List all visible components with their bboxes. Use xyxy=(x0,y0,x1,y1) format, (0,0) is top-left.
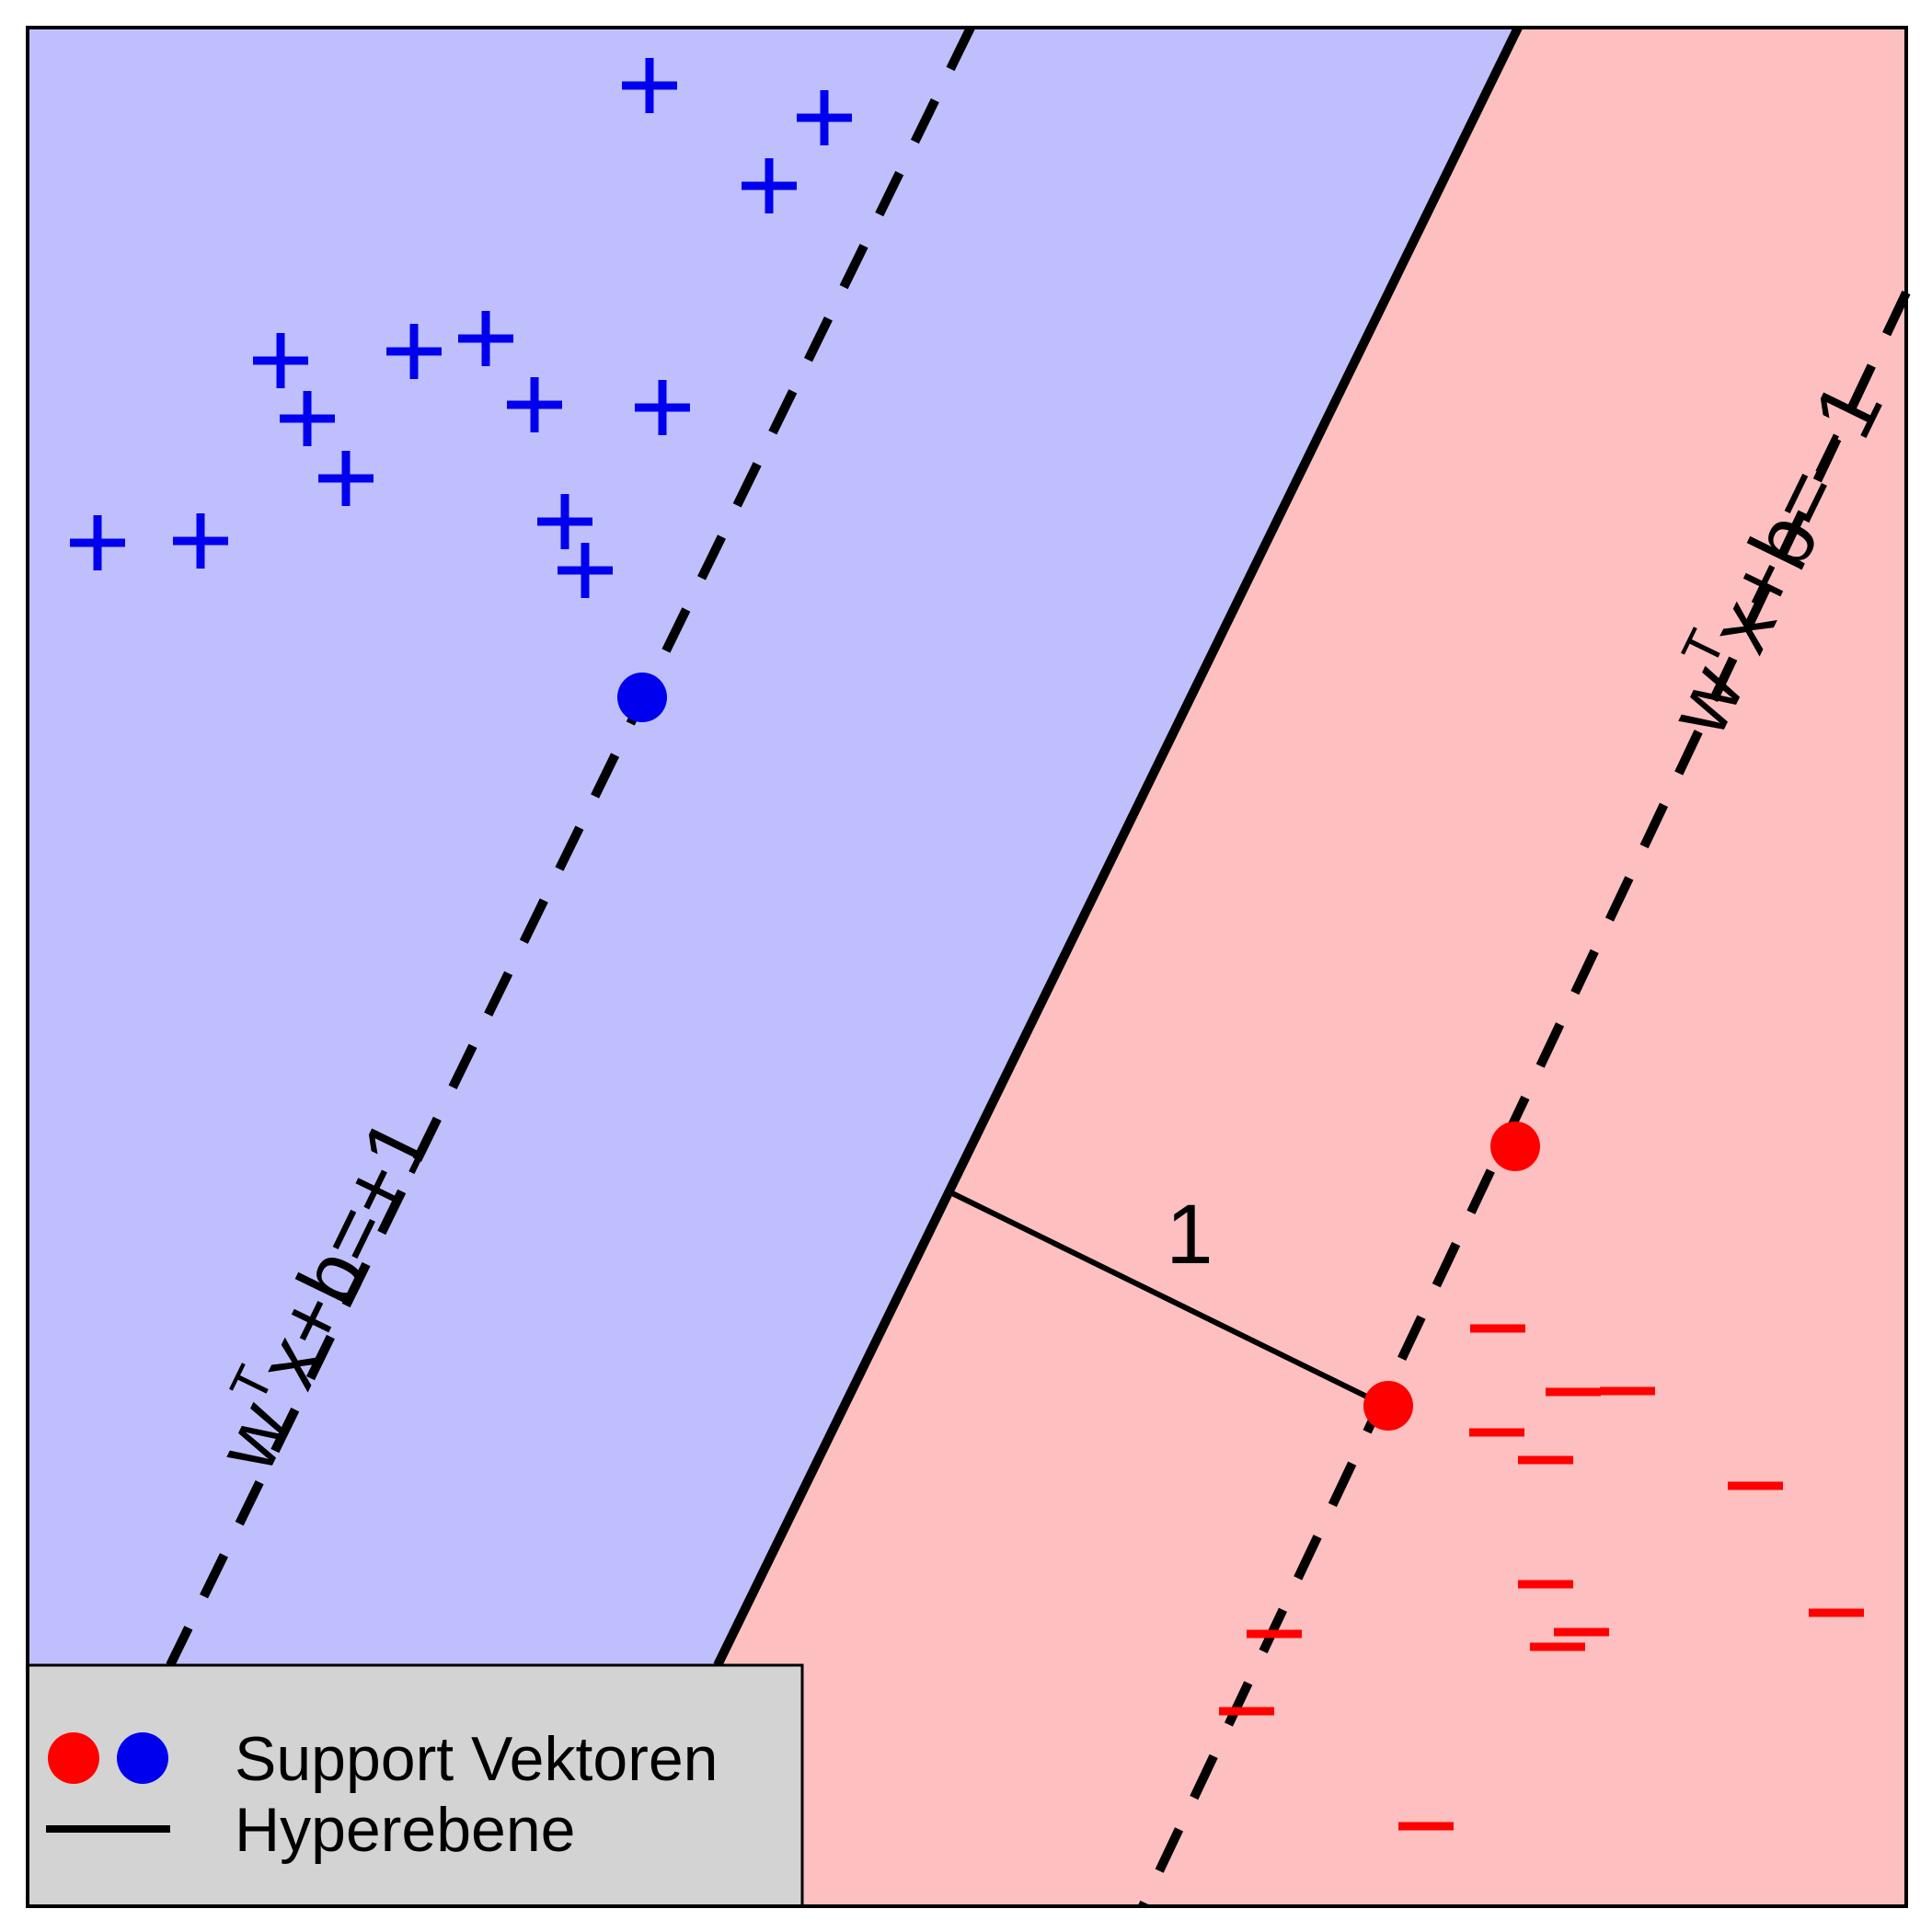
plus-marker-icon xyxy=(173,513,228,569)
plus-marker-icon xyxy=(386,324,442,379)
plus-marker-icon xyxy=(742,158,797,213)
minus-marker-icon xyxy=(1469,1428,1524,1437)
positive-samples xyxy=(70,58,852,598)
plus-marker-icon xyxy=(507,377,562,432)
support-vector-negative-1 xyxy=(1490,1121,1540,1171)
minus-marker-icon xyxy=(1398,1822,1454,1831)
legend-box xyxy=(26,1663,804,1908)
hyperplane-line xyxy=(713,25,1523,1668)
minus-marker-icon xyxy=(1600,1386,1655,1396)
minus-marker-icon xyxy=(1219,1707,1274,1716)
minus-marker-icon xyxy=(1809,1608,1864,1617)
margin-distance-label: 1 xyxy=(1166,1188,1213,1282)
minus-marker-icon xyxy=(1518,1455,1573,1465)
plus-marker-icon xyxy=(635,380,690,435)
legend-hyperplane-label: Hyperebene xyxy=(235,1795,575,1865)
positive-class-region xyxy=(28,28,1518,1665)
plus-marker-icon xyxy=(797,90,852,145)
support-vector-negative-2 xyxy=(1363,1381,1413,1431)
minus-marker-icon xyxy=(1554,1627,1609,1637)
plus-marker-icon xyxy=(318,451,374,506)
negative-samples xyxy=(1219,1324,1864,1831)
support-vector-positive xyxy=(617,673,667,722)
plot-frame xyxy=(26,26,1908,1908)
minus-marker-icon xyxy=(1546,1387,1601,1397)
plus-marker-icon xyxy=(558,543,613,598)
legend-support-vectors-label: Support Vektoren xyxy=(235,1724,718,1794)
plus-marker-icon xyxy=(280,391,335,446)
minus-marker-icon xyxy=(1247,1629,1302,1639)
plus-marker-icon xyxy=(253,333,308,388)
plus-marker-icon xyxy=(458,311,513,366)
plus-marker-icon xyxy=(70,515,125,570)
legend-blue-dot-icon xyxy=(117,1732,168,1784)
minus-marker-icon xyxy=(1728,1481,1783,1490)
plus-marker-icon xyxy=(537,494,592,549)
margin-line-positive xyxy=(166,25,975,1668)
legend: Support Vektoren Hyperebene xyxy=(26,1663,804,1908)
legend-red-dot-icon xyxy=(48,1732,99,1784)
plus-marker-icon xyxy=(622,58,677,113)
negative-class-region-bottom xyxy=(718,28,1906,1906)
minus-marker-icon xyxy=(1470,1324,1525,1333)
margin-distance-segment xyxy=(950,1190,1389,1409)
minus-marker-icon xyxy=(1530,1642,1585,1651)
minus-marker-icon xyxy=(1518,1580,1573,1589)
